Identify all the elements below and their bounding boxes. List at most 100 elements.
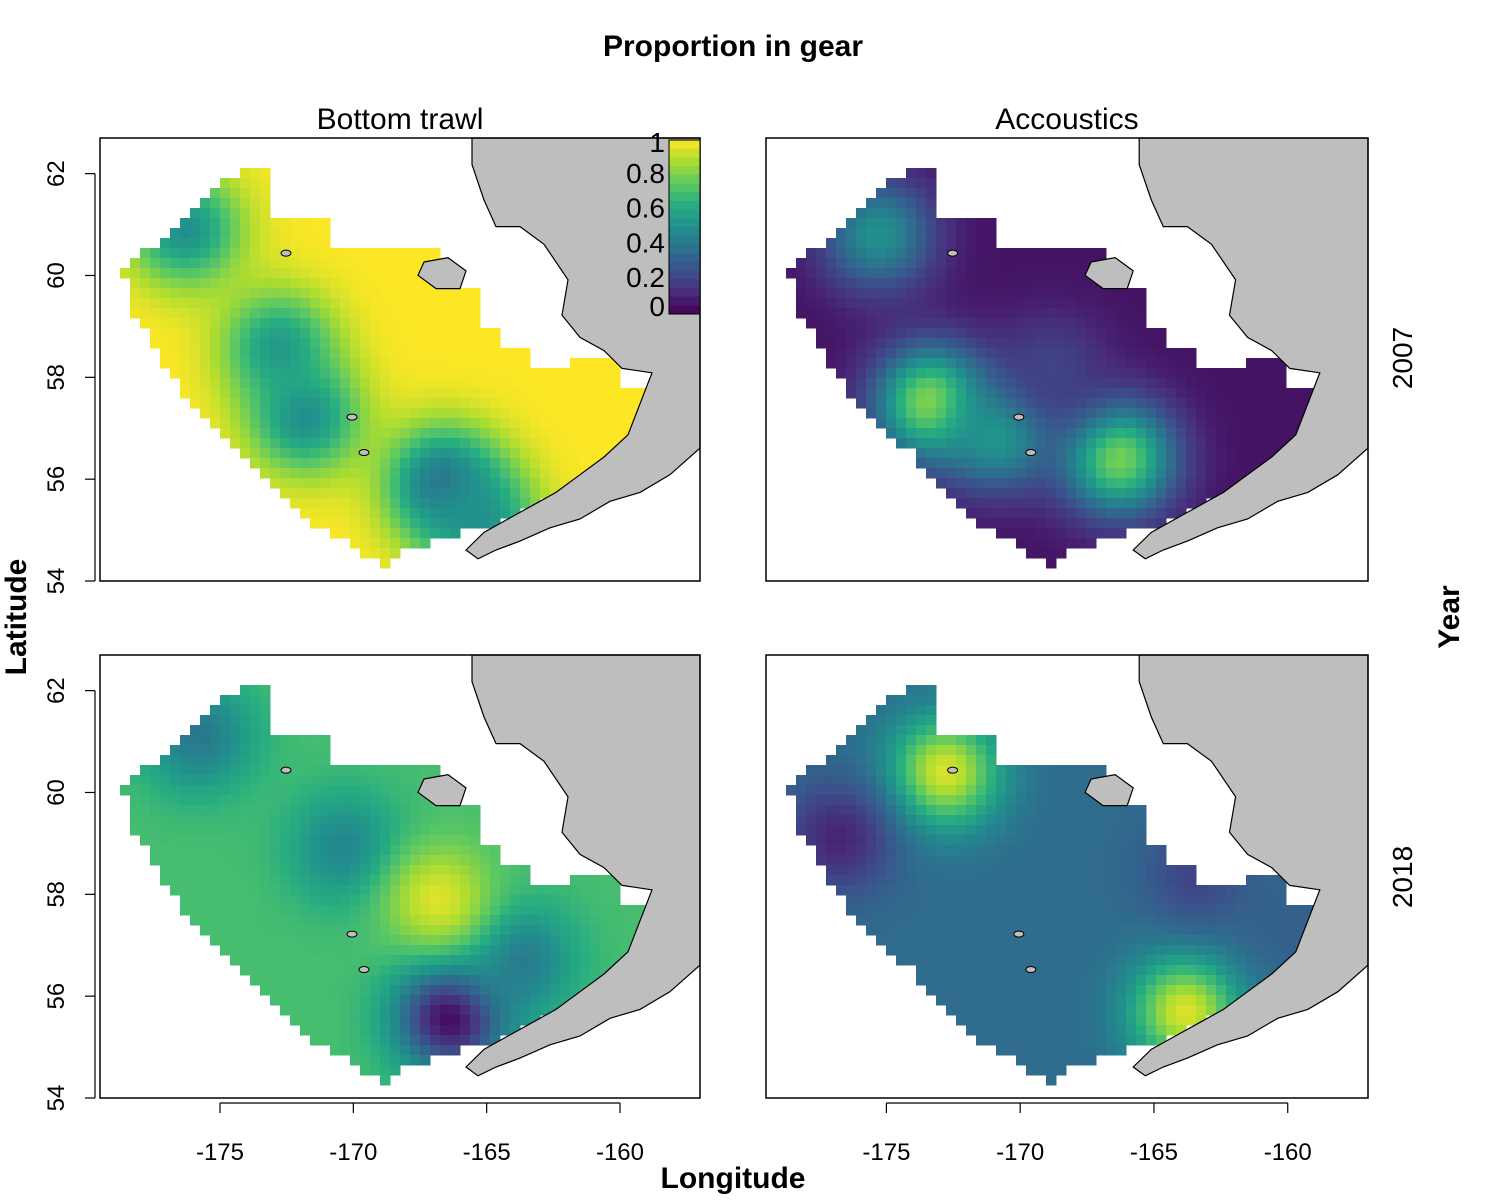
raster-cell: [1166, 1005, 1177, 1016]
raster-cell: [350, 408, 361, 419]
raster-cell: [1016, 905, 1027, 916]
raster-cell: [430, 398, 441, 409]
raster-cell: [966, 845, 977, 856]
raster-cell: [1116, 985, 1127, 996]
raster-cell: [510, 865, 521, 876]
raster-cell: [856, 348, 867, 359]
raster-cell: [966, 508, 977, 519]
raster-cell: [906, 695, 917, 706]
raster-cell: [876, 318, 887, 329]
raster-cell: [370, 875, 381, 886]
raster-cell: [330, 368, 341, 379]
raster-cell: [400, 925, 411, 936]
raster-cell: [340, 418, 351, 429]
raster-cell: [250, 785, 261, 796]
raster-cell: [380, 328, 391, 339]
raster-cell: [440, 388, 451, 399]
raster-cell: [1046, 945, 1057, 956]
raster-cell: [190, 795, 201, 806]
raster-cell: [470, 298, 481, 309]
raster-cell: [370, 1065, 381, 1076]
raster-cell: [450, 955, 461, 966]
raster-cell: [310, 935, 321, 946]
raster-cell: [520, 885, 531, 896]
raster-cell: [896, 845, 907, 856]
raster-cell: [846, 815, 857, 826]
raster-cell: [896, 795, 907, 806]
raster-cell: [996, 258, 1007, 269]
raster-cell: [490, 478, 501, 489]
raster-cell: [1206, 398, 1217, 409]
raster-cell: [540, 408, 551, 419]
raster-cell: [966, 268, 977, 279]
raster-cell: [480, 1015, 491, 1026]
raster-cell: [796, 795, 807, 806]
raster-cell: [1066, 338, 1077, 349]
raster-cell: [986, 308, 997, 319]
raster-cell: [906, 785, 917, 796]
raster-cell: [390, 538, 401, 549]
raster-cell: [180, 855, 191, 866]
raster-cell: [976, 785, 987, 796]
raster-cell: [420, 388, 431, 399]
raster-cell: [936, 318, 947, 329]
raster-cell: [300, 338, 311, 349]
raster-cell: [480, 388, 491, 399]
raster-cell: [330, 1015, 341, 1026]
raster-cell: [856, 378, 867, 389]
raster-cell: [300, 1015, 311, 1026]
raster-cell: [440, 468, 451, 479]
raster-cell: [1016, 478, 1027, 489]
raster-cell: [250, 348, 261, 359]
raster-cell: [280, 348, 291, 359]
raster-cell: [480, 328, 491, 339]
raster-cell: [1066, 1005, 1077, 1016]
raster-cell: [1026, 488, 1037, 499]
raster-cell: [500, 358, 511, 369]
raster-cell: [896, 715, 907, 726]
raster-cell: [200, 765, 211, 776]
raster-cell: [916, 685, 927, 696]
raster-cell: [1176, 418, 1187, 429]
raster-cell: [1106, 528, 1117, 539]
raster-cell: [1056, 458, 1067, 469]
raster-cell: [600, 428, 611, 439]
raster-cell: [330, 268, 341, 279]
raster-cell: [1026, 855, 1037, 866]
raster-cell: [450, 815, 461, 826]
raster-cell: [1206, 438, 1217, 449]
raster-cell: [956, 795, 967, 806]
raster-cell: [946, 218, 957, 229]
raster-cell: [250, 945, 261, 956]
raster-cell: [290, 945, 301, 956]
raster-cell: [530, 995, 541, 1006]
raster-cell: [1136, 478, 1147, 489]
raster-cell: [846, 905, 857, 916]
raster-cell: [600, 905, 611, 916]
raster-cell: [630, 905, 641, 916]
raster-cell: [210, 755, 221, 766]
raster-cell: [260, 258, 271, 269]
raster-cell: [1156, 398, 1167, 409]
raster-cell: [1266, 875, 1277, 886]
raster-cell: [370, 1055, 381, 1066]
raster-cell: [916, 915, 927, 926]
raster-cell: [866, 288, 877, 299]
raster-cell: [1056, 965, 1067, 976]
raster-cell: [1016, 308, 1027, 319]
raster-cell: [300, 218, 311, 229]
raster-cell: [976, 765, 987, 776]
raster-cell: [1016, 468, 1027, 479]
raster-cell: [430, 995, 441, 1006]
raster-cell: [250, 685, 261, 696]
raster-cell: [906, 935, 917, 946]
raster-cell: [340, 378, 351, 389]
raster-cell: [180, 248, 191, 259]
raster-cell: [440, 995, 451, 1006]
raster-cell: [340, 935, 351, 946]
raster-cell: [956, 338, 967, 349]
raster-cell: [430, 805, 441, 816]
raster-cell: [500, 895, 511, 906]
raster-cell: [410, 805, 421, 816]
raster-cell: [866, 795, 877, 806]
